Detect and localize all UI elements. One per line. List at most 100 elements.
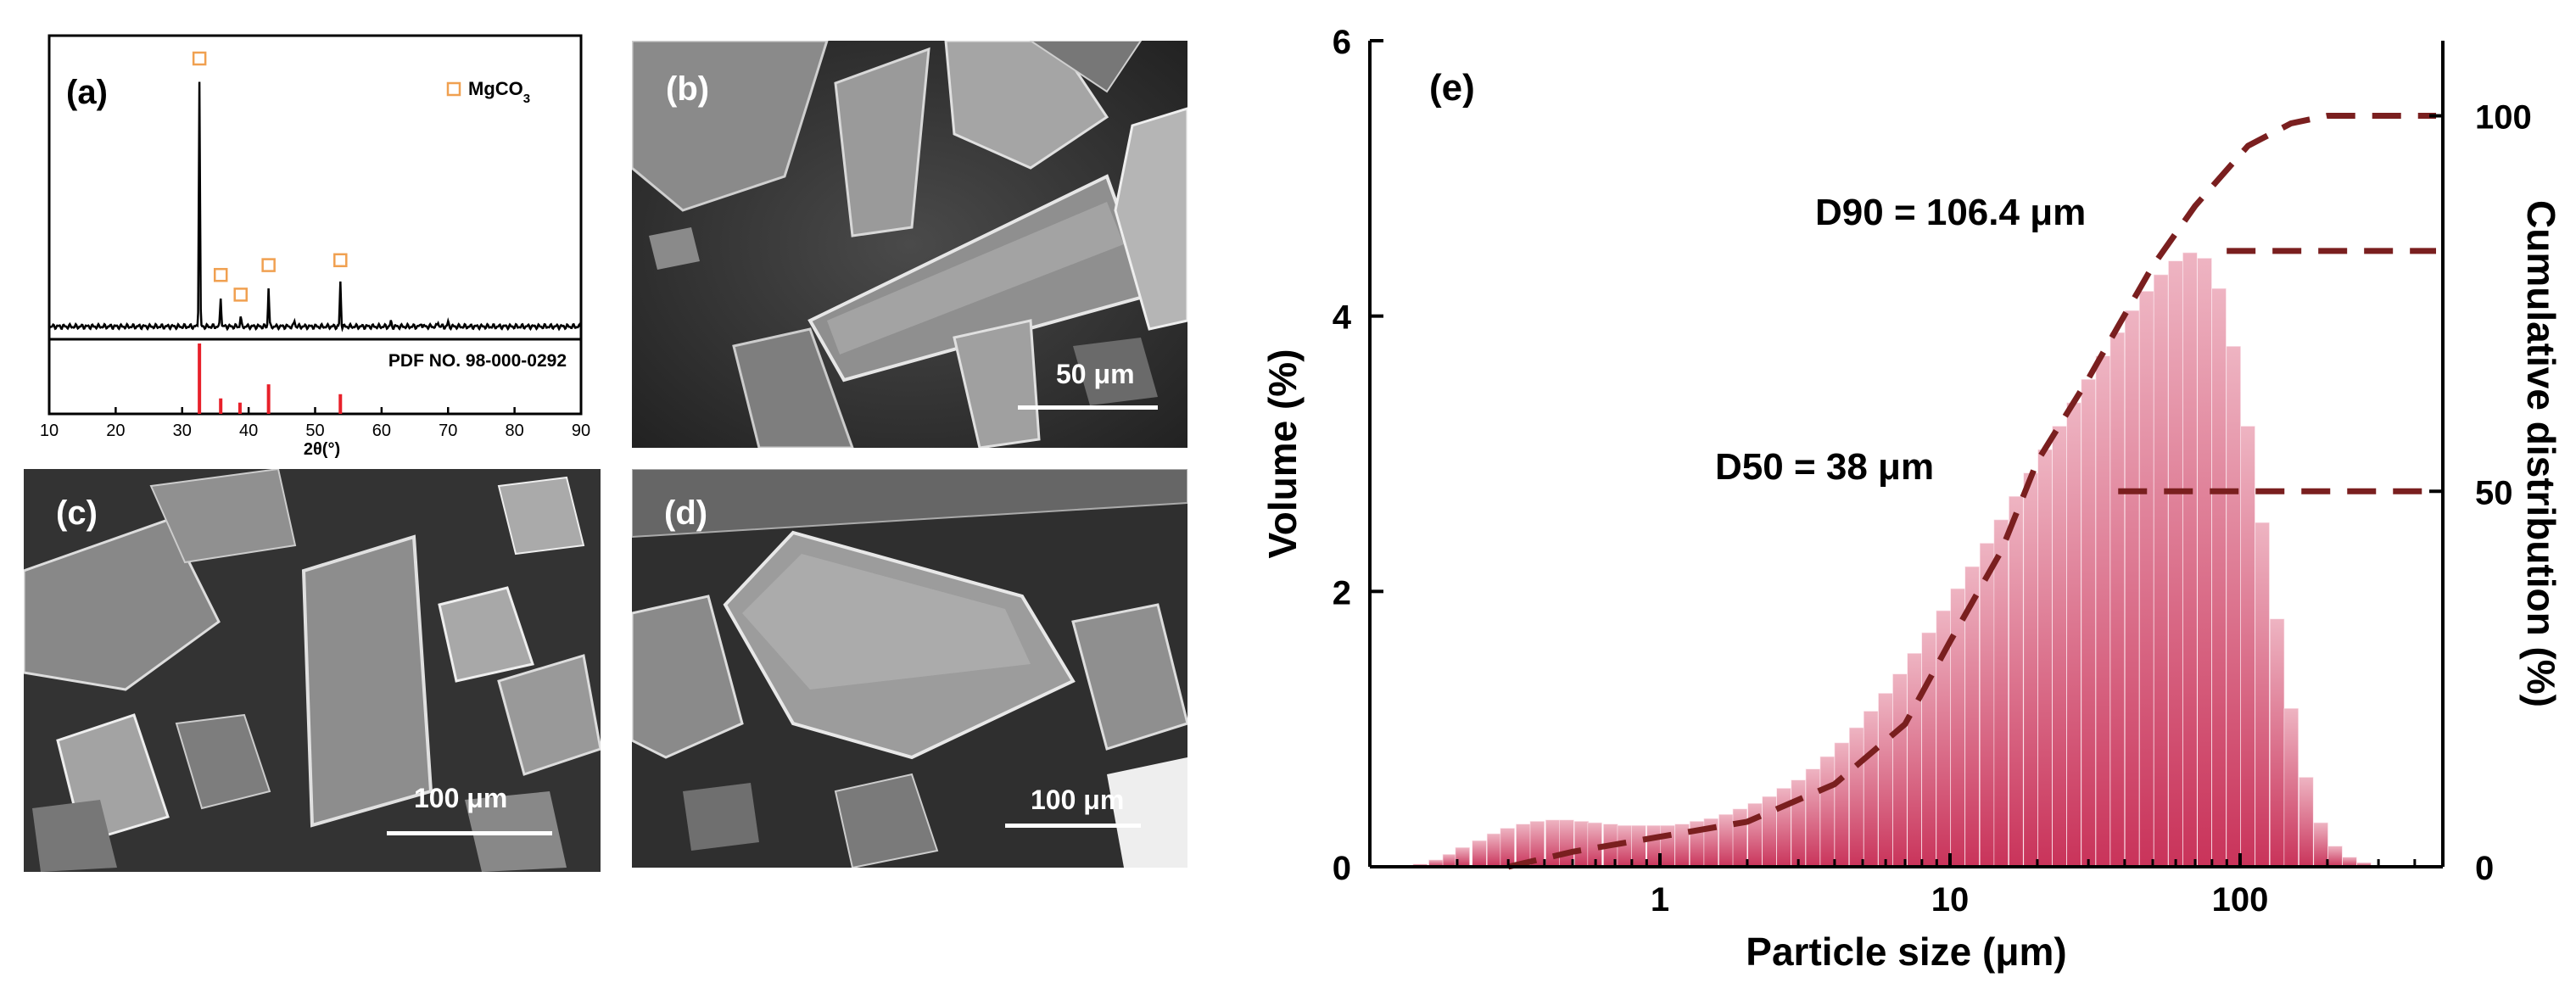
panel-tag-b: (b) <box>666 70 710 108</box>
volume-bar <box>2052 426 2067 868</box>
xrd-panel: MgCO3 PDF NO. 98-000-0292 (a) 10 20 30 40 50 60 7… <box>0 0 594 458</box>
volume-bar <box>1819 756 1836 868</box>
peak-marker <box>261 258 276 272</box>
volume-bar <box>1864 711 1879 868</box>
volume-bar <box>2327 846 2343 868</box>
panel-tag-c: (c) <box>56 494 98 532</box>
x-tick-label: 10 <box>40 422 59 440</box>
volume-bar <box>2269 618 2285 868</box>
volume-bar <box>1573 821 1590 868</box>
scale-label-c: 100 μm <box>414 783 508 813</box>
sem-image-d: (d) 100 μm <box>632 469 1187 868</box>
y-tick-label: 2 <box>1333 574 1351 611</box>
y-tick-label: 4 <box>1333 299 1352 337</box>
x-tick-label: 50 <box>305 422 324 440</box>
x-tick-label: 1 <box>1651 881 1669 919</box>
volume-bar <box>2313 822 2328 868</box>
sem-image-c: (c) 100 μm <box>24 469 601 872</box>
volume-bar <box>1660 824 1675 868</box>
x-axis-label: 2θ(°) <box>304 440 340 458</box>
volume-bar <box>2124 310 2140 868</box>
volume-bar <box>1993 519 2009 868</box>
volume-bar <box>2154 274 2169 868</box>
volume-bar <box>2139 291 2154 868</box>
x-tick-label: 40 <box>239 422 258 440</box>
xrd-chart: MgCO3 PDF NO. 98-000-0292 (a) 10 20 30 40 50 60 7… <box>40 34 590 458</box>
volume-bar <box>1776 788 1791 868</box>
volume-bar <box>2240 426 2255 868</box>
peak-marker <box>233 288 248 302</box>
panel-tag-d: (d) <box>664 494 708 532</box>
x-tick-label: 60 <box>372 422 391 440</box>
sem-texture-b <box>632 41 1187 448</box>
scale-bar-d <box>1005 824 1141 828</box>
sem-image-b: (b) 50 μm <box>632 41 1187 448</box>
y-tick-label: 6 <box>1333 24 1351 61</box>
xrd-pattern-line <box>47 81 583 332</box>
sem-texture-d <box>632 469 1187 868</box>
legend-label: MgCO3 <box>468 78 530 106</box>
peak-marker <box>213 267 228 282</box>
volume-bar <box>2255 522 2270 868</box>
volume-bar <box>2197 258 2212 868</box>
volume-bar <box>1472 840 1487 868</box>
scale-label-d: 100 μm <box>1031 785 1125 815</box>
volume-bar <box>1442 854 1458 868</box>
volume-bar <box>1631 824 1646 868</box>
scale-bar-b <box>1018 405 1158 410</box>
volume-bar <box>1486 833 1502 868</box>
x-tick-label: 90 <box>572 422 590 440</box>
volume-bar <box>1907 653 1922 868</box>
volume-bar <box>1834 742 1849 868</box>
volume-bar <box>2023 472 2038 868</box>
volume-bar <box>1979 543 1995 868</box>
volume-bar <box>2168 260 2183 868</box>
y2-axis-label: Cumulative distribution (%) <box>2519 200 2563 707</box>
panel-tag-a: (a) <box>66 74 108 111</box>
x-tick-label: 80 <box>506 422 524 440</box>
x-axis-label: Particle size (μm) <box>1746 930 2066 974</box>
volume-bar <box>1791 779 1806 868</box>
scale-bar-c <box>387 831 552 835</box>
volume-bar <box>1545 819 1561 868</box>
volume-bar <box>2283 708 2299 868</box>
x-tick-label: 20 <box>106 422 125 440</box>
volume-bar <box>1921 632 1936 868</box>
d50-label: D50 = 38 μm <box>1715 446 1934 488</box>
volume-bar <box>1849 727 1864 868</box>
volume-bar <box>2182 252 2198 868</box>
volume-bar <box>1950 588 1965 868</box>
volume-bar <box>2211 288 2227 868</box>
x-tick-label: 70 <box>439 422 457 440</box>
y-tick-label: 0 <box>1333 850 1351 887</box>
volume-bar <box>2066 402 2081 868</box>
y2-tick-label: 50 <box>2475 474 2513 511</box>
sem-texture-c <box>24 469 601 872</box>
volume-bar <box>1762 796 1777 868</box>
cumulative-curve <box>1507 113 2436 870</box>
psd-chart: D90 = 106.4 μm D50 = 38 μm 0 2 4 6 0 50 100 1 10 10… <box>1260 24 2563 974</box>
volume-bar <box>1732 808 1748 868</box>
y-axis-label: Volume (%) <box>1260 349 1305 558</box>
volume-bar <box>2109 332 2125 868</box>
d90-label: D90 = 106.4 μm <box>1815 192 2086 233</box>
volume-bar <box>2226 346 2241 868</box>
panel-tag-e: (e) <box>1429 67 1475 109</box>
legend-marker <box>446 81 461 97</box>
volume-bar <box>1892 673 1908 868</box>
volume-bar <box>1674 824 1690 868</box>
volume-bar <box>2081 379 2096 868</box>
y2-tick-label: 100 <box>2475 99 2532 137</box>
scale-label-b: 50 μm <box>1056 359 1135 389</box>
peak-marker <box>333 253 348 268</box>
reference-label: PDF NO. 98-000-0292 <box>388 351 567 371</box>
y2-tick-label: 0 <box>2475 850 2494 887</box>
volume-bar <box>1878 693 1893 868</box>
volume-bar <box>1805 768 1821 868</box>
x-tick-label: 100 <box>2212 881 2269 919</box>
volume-bar <box>2009 496 2024 868</box>
x-tick-label: 30 <box>173 422 192 440</box>
volume-bar <box>2299 777 2314 868</box>
volume-bar <box>1747 803 1763 868</box>
peak-marker <box>192 51 207 66</box>
